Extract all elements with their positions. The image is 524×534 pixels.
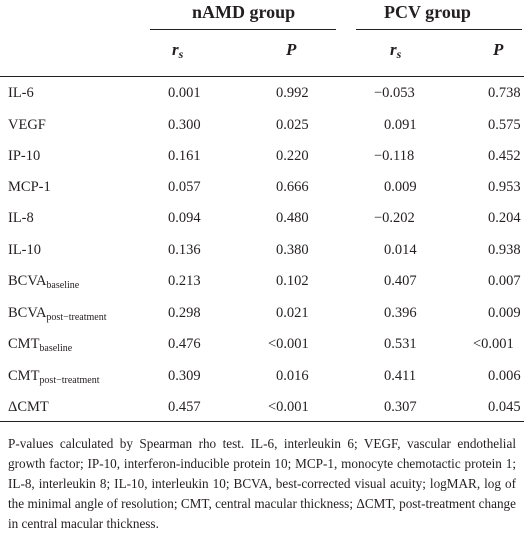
table-row: BCVApost−treatment 0.298 0.021 0.396 0.009 bbox=[0, 305, 524, 331]
namd-rs-value: 0.457 bbox=[168, 399, 201, 415]
table-row: IL-8 0.094 0.480 −0.202 0.204 bbox=[0, 210, 524, 236]
row-label: MCP-1 bbox=[8, 179, 51, 195]
row-label: IL-8 bbox=[8, 210, 34, 226]
pcv-rs-header: rs bbox=[390, 40, 402, 61]
namd-group-rule bbox=[150, 29, 336, 30]
namd-p-value: <0.001 bbox=[268, 336, 309, 352]
pcv-rs-value: −0.053 bbox=[374, 85, 415, 101]
pcv-rs-value: 0.411 bbox=[384, 368, 417, 384]
namd-rs-value: 0.309 bbox=[168, 368, 201, 384]
header-rule bbox=[0, 76, 524, 77]
namd-p-value: 0.102 bbox=[276, 273, 309, 289]
pcv-p-value: 0.452 bbox=[488, 148, 521, 164]
pcv-rs-value: 0.407 bbox=[384, 273, 417, 289]
namd-p-value: <0.001 bbox=[268, 399, 309, 415]
row-label: VEGF bbox=[8, 117, 46, 133]
row-label: BCVApost−treatment bbox=[8, 305, 107, 323]
table-row: MCP-1 0.057 0.666 0.009 0.953 bbox=[0, 179, 524, 205]
row-label: IP-10 bbox=[8, 148, 41, 164]
table-bottom-rule bbox=[0, 421, 524, 422]
namd-p-value: 0.380 bbox=[276, 242, 309, 258]
pcv-rs-value: −0.202 bbox=[374, 210, 415, 226]
namd-p-value: 0.021 bbox=[276, 305, 309, 321]
namd-p-header: P bbox=[286, 40, 297, 59]
table-row: IP-10 0.161 0.220 −0.118 0.452 bbox=[0, 148, 524, 174]
pcv-p-value: 0.045 bbox=[488, 399, 521, 415]
namd-p-value: 0.220 bbox=[276, 148, 309, 164]
namd-p-value: 0.480 bbox=[276, 210, 309, 226]
pcv-rs-value: −0.118 bbox=[374, 148, 415, 164]
pcv-p-value: 0.006 bbox=[488, 368, 521, 384]
table-row: ΔCMT 0.457 <0.001 0.307 0.045 bbox=[0, 399, 524, 425]
row-label: BCVAbaseline bbox=[8, 273, 80, 291]
table-row: VEGF 0.300 0.025 0.091 0.575 bbox=[0, 117, 524, 143]
namd-rs-value: 0.001 bbox=[168, 85, 201, 101]
table-row: BCVAbaseline 0.213 0.102 0.407 0.007 bbox=[0, 273, 524, 299]
table-row: IL-6 0.001 0.992 −0.053 0.738 bbox=[0, 85, 524, 111]
namd-rs-value: 0.094 bbox=[168, 210, 201, 226]
namd-rs-header: rs bbox=[172, 40, 184, 61]
namd-p-value: 0.666 bbox=[276, 179, 309, 195]
namd-rs-value: 0.057 bbox=[168, 179, 201, 195]
table-row: IL-10 0.136 0.380 0.014 0.938 bbox=[0, 242, 524, 268]
namd-p-value: 0.025 bbox=[276, 117, 309, 133]
table-row: CMTpost−treatment 0.309 0.016 0.411 0.006 bbox=[0, 368, 524, 394]
namd-rs-value: 0.300 bbox=[168, 117, 201, 133]
namd-p-value: 0.992 bbox=[276, 85, 309, 101]
row-label: CMTpost−treatment bbox=[8, 368, 100, 386]
namd-rs-value: 0.161 bbox=[168, 148, 201, 164]
pcv-rs-value: 0.014 bbox=[384, 242, 417, 258]
namd-group-heading: nAMD group bbox=[192, 2, 296, 22]
pcv-p-value: <0.001 bbox=[473, 336, 514, 352]
pcv-p-value: 0.938 bbox=[488, 242, 521, 258]
pcv-group-rule bbox=[356, 29, 522, 30]
pcv-rs-value: 0.531 bbox=[384, 336, 417, 352]
pcv-p-value: 0.953 bbox=[488, 179, 521, 195]
pcv-p-value: 0.575 bbox=[488, 117, 521, 133]
pcv-group-heading: PCV group bbox=[384, 2, 471, 22]
namd-p-value: 0.016 bbox=[276, 368, 309, 384]
table-footnote: P-values calculated by Spearman rho test… bbox=[8, 436, 516, 531]
namd-rs-value: 0.213 bbox=[168, 273, 201, 289]
pcv-p-value: 0.738 bbox=[488, 85, 521, 101]
row-label: ΔCMT bbox=[8, 399, 49, 415]
pcv-p-header: P bbox=[493, 40, 504, 59]
table-row: CMTbaseline 0.476 <0.001 0.531 <0.001 bbox=[0, 336, 524, 362]
pcv-p-value: 0.009 bbox=[488, 305, 521, 321]
namd-rs-value: 0.136 bbox=[168, 242, 201, 258]
row-label: IL-10 bbox=[8, 242, 42, 258]
pcv-rs-value: 0.009 bbox=[384, 179, 417, 195]
namd-rs-value: 0.476 bbox=[168, 336, 201, 352]
row-label: CMTbaseline bbox=[8, 336, 73, 354]
pcv-rs-value: 0.396 bbox=[384, 305, 417, 321]
pcv-rs-value: 0.307 bbox=[384, 399, 417, 415]
pcv-p-value: 0.204 bbox=[488, 210, 521, 226]
row-label: IL-6 bbox=[8, 85, 34, 101]
pcv-p-value: 0.007 bbox=[488, 273, 521, 289]
pcv-rs-value: 0.091 bbox=[384, 117, 417, 133]
namd-rs-value: 0.298 bbox=[168, 305, 201, 321]
